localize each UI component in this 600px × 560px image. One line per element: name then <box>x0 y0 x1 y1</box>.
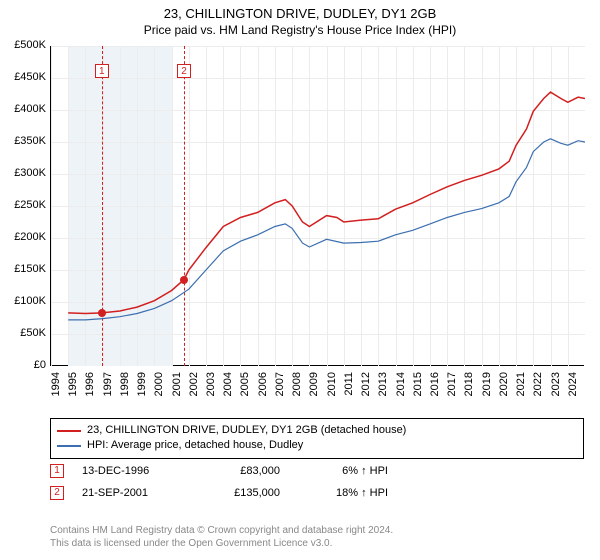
line-layer <box>51 46 585 366</box>
ytick-label: £0 <box>2 359 46 371</box>
plot-area: 12 <box>50 46 584 366</box>
ytick-label: £250K <box>2 199 46 211</box>
point-marker <box>98 309 106 317</box>
xtick-label: 2014 <box>395 372 407 402</box>
footnote-line2: This data is licensed under the Open Gov… <box>50 538 332 549</box>
xtick-label: 1994 <box>50 372 62 402</box>
xtick-label: 2015 <box>412 372 424 402</box>
xtick-label: 2008 <box>291 372 303 402</box>
ytick-label: £100K <box>2 295 46 307</box>
chart-subtitle: Price paid vs. HM Land Registry's House … <box>0 21 600 37</box>
chart-title: 23, CHILLINGTON DRIVE, DUDLEY, DY1 2GB <box>0 0 600 21</box>
event-date: 13-DEC-1996 <box>82 465 192 477</box>
legend-item: HPI: Average price, detached house, Dudl… <box>57 438 577 453</box>
ytick-label: £450K <box>2 71 46 83</box>
legend-label: 23, CHILLINGTON DRIVE, DUDLEY, DY1 2GB (… <box>87 423 406 438</box>
ytick-label: £500K <box>2 39 46 51</box>
xtick-label: 2018 <box>463 372 475 402</box>
series-hpi <box>68 139 585 320</box>
ytick-label: £50K <box>2 327 46 339</box>
event-row: 1 13-DEC-1996 £83,000 6% ↑ HPI <box>50 464 388 478</box>
event-row: 2 21-SEP-2001 £135,000 18% ↑ HPI <box>50 486 388 500</box>
xtick-label: 2007 <box>274 372 286 402</box>
ytick-label: £400K <box>2 103 46 115</box>
xtick-label: 2013 <box>377 372 389 402</box>
point-marker <box>180 276 188 284</box>
xtick-label: 2016 <box>429 372 441 402</box>
ytick-label: £300K <box>2 167 46 179</box>
series-price_paid <box>68 92 585 313</box>
xtick-label: 1995 <box>67 372 79 402</box>
legend-swatch <box>57 445 81 447</box>
xtick-label: 1998 <box>119 372 131 402</box>
xtick-label: 2006 <box>257 372 269 402</box>
xtick-label: 2005 <box>239 372 251 402</box>
xtick-label: 1999 <box>136 372 148 402</box>
xtick-label: 1996 <box>84 372 96 402</box>
xtick-label: 2009 <box>308 372 320 402</box>
footnote-line1: Contains HM Land Registry data © Crown c… <box>50 525 393 536</box>
xtick-label: 2024 <box>567 372 579 402</box>
event-price: £135,000 <box>210 487 280 499</box>
event-hpi: 18% ↑ HPI <box>298 487 388 499</box>
xtick-label: 2000 <box>153 372 165 402</box>
event-date: 21-SEP-2001 <box>82 487 192 499</box>
legend-label: HPI: Average price, detached house, Dudl… <box>87 438 303 453</box>
xtick-label: 2023 <box>550 372 562 402</box>
footnote: Contains HM Land Registry data © Crown c… <box>50 524 584 550</box>
ytick-label: £200K <box>2 231 46 243</box>
xtick-label: 2002 <box>188 372 200 402</box>
xtick-label: 2012 <box>360 372 372 402</box>
legend: 23, CHILLINGTON DRIVE, DUDLEY, DY1 2GB (… <box>50 418 584 459</box>
xtick-label: 1997 <box>102 372 114 402</box>
event-price: £83,000 <box>210 465 280 477</box>
xtick-label: 2001 <box>171 372 183 402</box>
legend-swatch <box>57 430 81 432</box>
xtick-label: 2011 <box>343 372 355 402</box>
event-hpi: 6% ↑ HPI <box>298 465 388 477</box>
xtick-label: 2017 <box>446 372 458 402</box>
xtick-label: 2019 <box>481 372 493 402</box>
xtick-label: 2020 <box>498 372 510 402</box>
xtick-label: 2022 <box>532 372 544 402</box>
xtick-label: 2010 <box>326 372 338 402</box>
legend-item: 23, CHILLINGTON DRIVE, DUDLEY, DY1 2GB (… <box>57 423 577 438</box>
xtick-label: 2021 <box>515 372 527 402</box>
xtick-label: 2003 <box>205 372 217 402</box>
xtick-label: 2004 <box>222 372 234 402</box>
event-marker: 2 <box>50 486 64 500</box>
event-marker: 1 <box>50 464 64 478</box>
ytick-label: £350K <box>2 135 46 147</box>
ytick-label: £150K <box>2 263 46 275</box>
